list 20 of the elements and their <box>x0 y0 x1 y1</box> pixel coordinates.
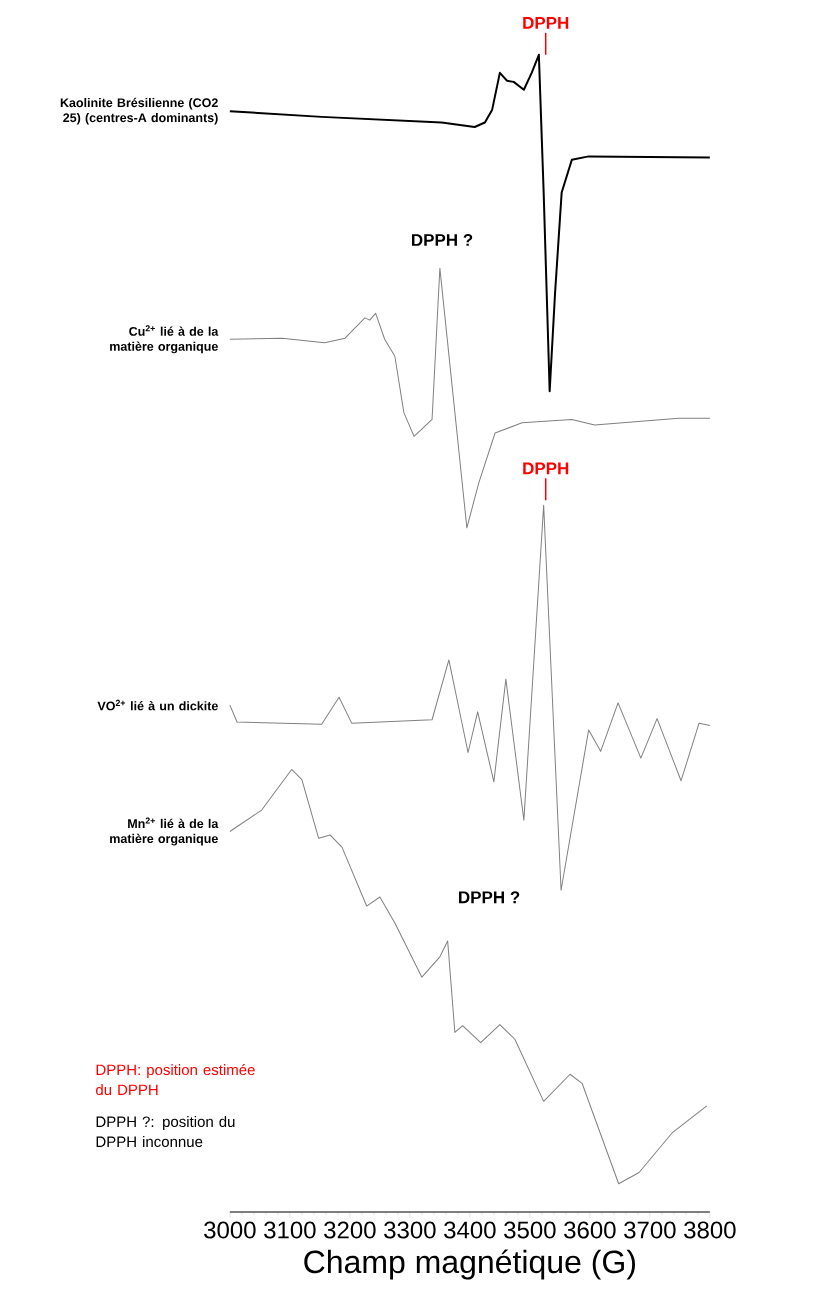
x-tick-label: 3000 <box>204 1221 256 1239</box>
annotation: DPPH ?: position du DPPH inconnue <box>96 1116 235 1148</box>
annotation: DPPH: position estimée du DPPH <box>96 1063 255 1096</box>
series-label: Kaolinite Brésilienne (CO2 25) (centres-A dominants) <box>60 97 218 125</box>
annotation: DPPH ? <box>412 234 473 246</box>
series-label: Cu$^{2+}$ lié à de la matière organique <box>110 325 219 354</box>
annotation: DPPH ? <box>459 891 520 904</box>
x-tick-label: 3700 <box>624 1221 676 1239</box>
annotation: DPPH <box>523 462 569 475</box>
x-tick-label: 3100 <box>264 1221 316 1239</box>
series-label: Mn$^{2+}$ lié à de la matière organique <box>110 817 219 846</box>
x-tick-label: 3400 <box>444 1221 496 1239</box>
x-tick-label: 3200 <box>324 1221 376 1239</box>
x-axis-title: Champ magnétique (G) <box>304 1249 636 1280</box>
x-tick-label: 3500 <box>504 1221 556 1239</box>
series-label: VO$^{2+}$ lié à un dickite <box>97 699 218 711</box>
text: DPPH <box>523 17 569 29</box>
x-tick-label: 3800 <box>684 1221 736 1239</box>
x-tick-label: 3300 <box>384 1221 436 1239</box>
x-tick-label: 3600 <box>564 1221 616 1239</box>
